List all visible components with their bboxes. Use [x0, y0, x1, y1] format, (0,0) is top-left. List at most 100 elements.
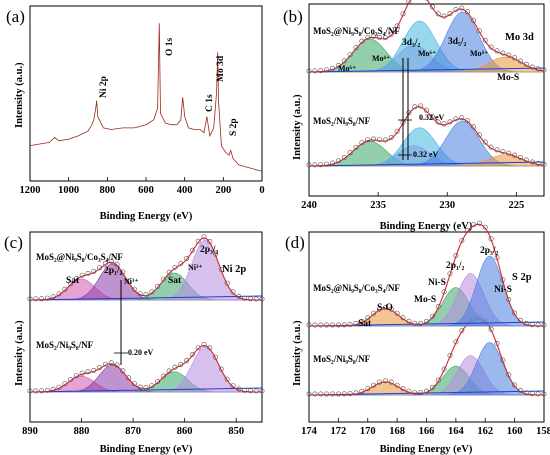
data-point	[68, 281, 74, 287]
b-label-3d52: 3d₅/₂	[448, 37, 467, 47]
data-point	[535, 160, 541, 166]
data-point	[143, 291, 149, 297]
x-tick-label-0: 174	[301, 426, 318, 437]
x-tick-label-4: 850	[228, 426, 244, 437]
data-point	[453, 253, 459, 259]
data-point	[512, 55, 518, 61]
panel-b-y-label: Intensity (a.u.)	[292, 94, 303, 160]
data-point	[447, 119, 453, 125]
data-point	[371, 136, 377, 142]
data-point	[114, 362, 120, 368]
data-point	[453, 339, 459, 345]
data-point	[482, 139, 488, 145]
data-point	[512, 382, 518, 388]
data-point	[62, 381, 68, 387]
data-point	[388, 306, 394, 312]
data-point	[371, 310, 377, 316]
data-point	[329, 65, 335, 71]
data-point	[155, 283, 161, 289]
panel-d-x-label: Binding Energy (eV)	[380, 444, 473, 455]
panel-b-components	[306, 0, 547, 168]
data-point	[541, 391, 547, 397]
data-point	[236, 386, 242, 392]
data-point	[126, 375, 132, 381]
data-point	[172, 364, 178, 370]
data-point	[429, 4, 435, 10]
data-point	[143, 385, 149, 391]
data-point	[347, 321, 353, 327]
data-point	[201, 234, 207, 240]
panel-c-y-label: Intensity (a.u.)	[14, 320, 25, 386]
data-point	[459, 238, 465, 244]
data-point	[400, 11, 406, 17]
data-point	[213, 354, 219, 360]
baseline-1	[29, 295, 263, 301]
data-point	[318, 391, 324, 397]
data-point	[488, 326, 494, 332]
data-point	[247, 388, 253, 394]
data-point	[27, 296, 33, 302]
b-label-mo6-right: Mo⁶⁺	[418, 49, 436, 58]
data-point	[459, 5, 465, 11]
data-point	[347, 52, 353, 58]
data-point	[207, 345, 213, 351]
data-point	[172, 264, 178, 270]
data-point	[195, 238, 201, 244]
b-label-mo4-left: Mo⁴⁺	[372, 54, 390, 63]
data-point	[353, 144, 359, 150]
data-point	[418, 390, 424, 396]
panel-a-y-label: Intensity (a.u.)	[14, 62, 25, 128]
data-point	[371, 382, 377, 388]
baseline-1	[308, 67, 545, 73]
c-label-sat-left: Sat	[66, 276, 80, 286]
panel-label-c: (c)	[4, 233, 23, 252]
data-point	[523, 157, 529, 163]
panel-a-x-label: Binding Energy (eV)	[100, 211, 193, 222]
data-point	[435, 11, 441, 17]
b-shift-label-lower: 0.32 eV	[413, 150, 439, 159]
baseline-0	[308, 161, 545, 167]
data-point	[541, 67, 547, 73]
data-point	[318, 68, 324, 74]
panel-c-frame	[29, 231, 263, 423]
data-point	[359, 140, 365, 146]
data-point	[108, 258, 114, 264]
data-point	[376, 379, 382, 385]
data-point	[312, 162, 318, 168]
data-point	[39, 296, 45, 302]
data-point	[353, 390, 359, 396]
data-point	[506, 372, 512, 378]
data-point	[359, 318, 365, 324]
x-tick-label-7: 160	[507, 426, 523, 437]
data-point	[435, 377, 441, 383]
data-point	[382, 35, 388, 41]
data-point	[494, 147, 500, 153]
data-point	[149, 383, 155, 389]
data-point	[353, 45, 359, 51]
data-point	[406, 0, 412, 4]
data-point	[184, 358, 190, 364]
c-label-ni3-left: Ni³⁺	[124, 277, 139, 286]
peak-label-mo3d: Mo 3d	[216, 55, 226, 82]
data-point	[376, 137, 382, 143]
x-tick-label-5: 164	[448, 426, 465, 437]
b-shift-label-upper: 0.32 eV	[419, 113, 445, 122]
peak-label-s2p: S 2p	[229, 118, 239, 136]
data-point	[120, 368, 126, 374]
b-label-mo4-right: Mo⁴⁺	[470, 49, 488, 58]
d-label-sat: Sat	[358, 319, 372, 329]
data-point	[341, 391, 347, 397]
x-tick-label-4: 166	[419, 426, 435, 437]
panel-d-sample-bottom: MoS₂/Ni₉S₈/NF	[313, 354, 371, 364]
panel-a-frame	[29, 5, 263, 182]
panel-d-y-label: Intensity (a.u.)	[292, 320, 303, 386]
x-tick-label-1: 880	[74, 426, 90, 437]
data-point	[312, 322, 318, 328]
data-point	[376, 306, 382, 312]
data-point	[324, 322, 330, 328]
x-tick-label-3: 860	[177, 426, 193, 437]
panel-label-b: (b)	[283, 7, 303, 26]
data-point	[79, 370, 85, 376]
data-point	[341, 155, 347, 161]
